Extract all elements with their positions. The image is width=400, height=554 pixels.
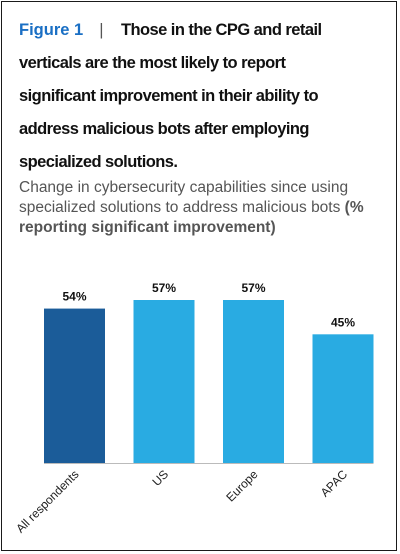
headline-first-line: Figure 1 | Those in the CPG and retail — [19, 14, 389, 47]
value-label: 45% — [331, 315, 355, 329]
headline-line-4: address malicious bots after employing — [19, 120, 309, 138]
headline-line-2: verticals are the most likely to report — [19, 54, 286, 72]
headline-line-5: specialized solutions. — [19, 153, 178, 171]
subtitle-text: Change in cybersecurity capabilities sin… — [19, 179, 349, 216]
figure-label: Figure 1 — [19, 21, 84, 39]
chart-subtitle: Change in cybersecurity capabilities sin… — [19, 178, 379, 238]
value-label: 54% — [62, 290, 86, 304]
headline-line-3: significant improvement in their ability… — [19, 87, 319, 105]
category-label: All respondents — [13, 467, 81, 535]
value-label: 57% — [241, 281, 265, 295]
headline-line-1: Those in the CPG and retail — [120, 21, 322, 39]
figure-separator: | — [99, 21, 103, 39]
bar-europe — [223, 300, 284, 463]
category-label: US — [149, 467, 171, 489]
bar-all-respondents — [44, 308, 105, 463]
bar-apac — [312, 334, 374, 463]
subtitle-bold: (% reporting significant improvement) — [19, 199, 364, 236]
category-label: APAC — [318, 467, 351, 500]
figure-headline: Figure 1 | Those in the CPG and retail ver… — [19, 14, 389, 179]
value-label: 57% — [152, 281, 176, 295]
category-label: Europe — [223, 467, 260, 504]
bar-us — [133, 300, 195, 463]
